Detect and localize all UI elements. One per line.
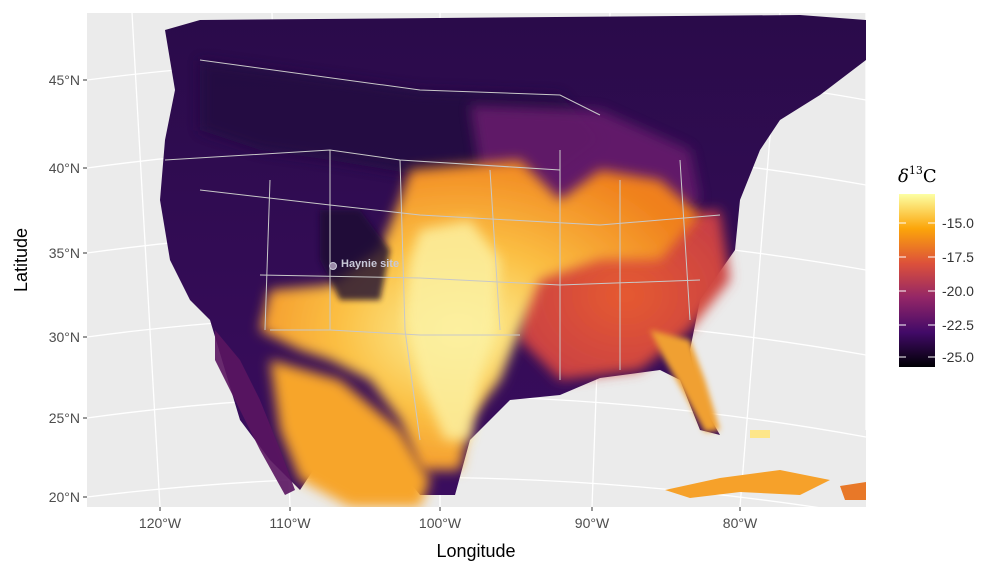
y-tick-label: 35°N: [49, 245, 80, 261]
y-tick-label: 25°N: [49, 410, 80, 426]
legend-colorbar: [899, 194, 935, 367]
legend-tick-label: -20.0: [942, 283, 974, 299]
legend-ticks: [899, 222, 935, 358]
x-tick-label: 110°W: [269, 515, 311, 531]
political-borders: [164, 59, 721, 441]
legend-tick-label: -25.0: [942, 349, 974, 365]
legend-title: δ13C: [898, 164, 937, 187]
site-marker[interactable]: [329, 262, 337, 270]
y-tick-label: 40°N: [49, 160, 80, 176]
y-tick-label: 20°N: [49, 489, 80, 505]
y-axis: 45°N 40°N 35°N 30°N 25°N 20°N: [49, 72, 87, 505]
x-axis: 120°W 110°W 100°W 90°W 80°W: [139, 507, 758, 531]
legend-tick-label: -22.5: [942, 317, 974, 333]
site-label: Haynie site: [341, 258, 399, 270]
legend-tick-label: -15.0: [942, 215, 974, 231]
legend-tick-label: -17.5: [942, 249, 974, 265]
x-tick-label: 100°W: [419, 515, 462, 531]
isotope-surface: [160, 15, 866, 507]
x-tick-label: 120°W: [139, 515, 182, 531]
x-axis-title: Longitude: [436, 541, 515, 561]
y-axis-title: Latitude: [11, 228, 31, 292]
y-tick-label: 45°N: [49, 72, 80, 88]
x-tick-label: 90°W: [575, 515, 610, 531]
y-tick-label: 30°N: [49, 329, 80, 345]
x-tick-label: 80°W: [723, 515, 758, 531]
color-legend: δ13C -15.0 -17.5 -20.0 -22.5 -25.0: [898, 164, 974, 367]
